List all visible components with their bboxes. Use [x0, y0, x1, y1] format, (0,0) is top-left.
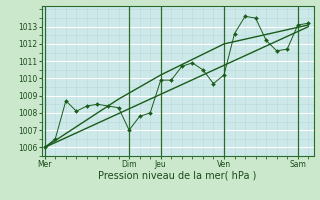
X-axis label: Pression niveau de la mer( hPa ): Pression niveau de la mer( hPa ) [99, 171, 257, 181]
